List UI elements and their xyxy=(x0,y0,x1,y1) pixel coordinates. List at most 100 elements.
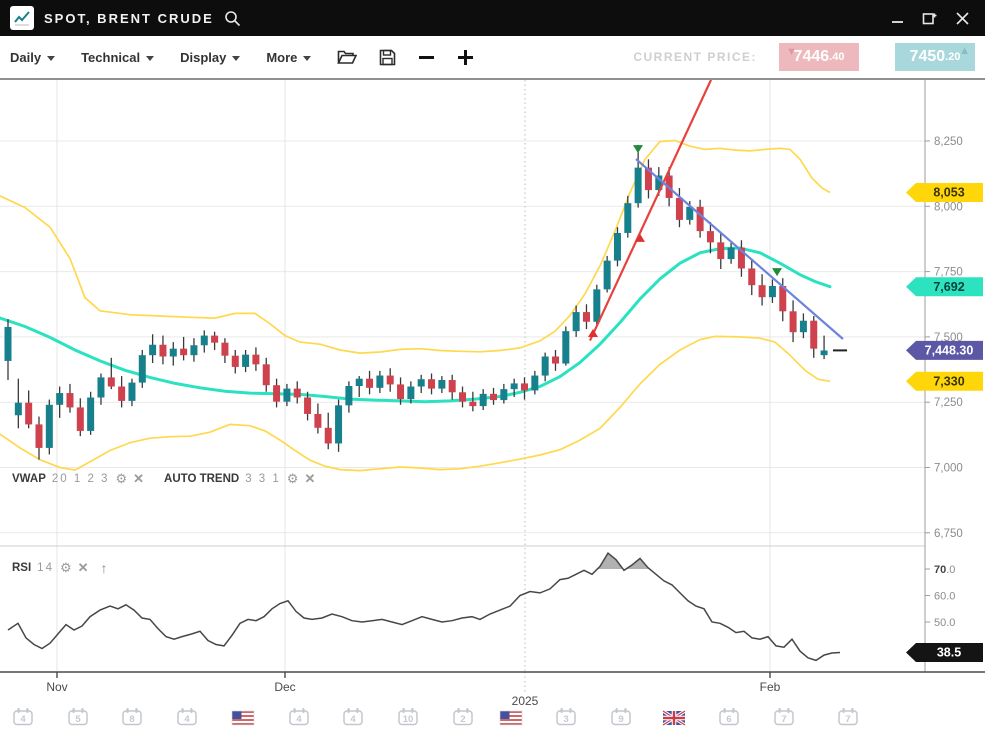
calendar-event-icon[interactable]: 9 xyxy=(611,708,631,726)
buy-price-dec: .20 xyxy=(945,51,961,63)
candle-body-down xyxy=(737,247,745,269)
rsi-overbought-fill xyxy=(626,558,650,569)
zoom-in-icon[interactable] xyxy=(457,49,474,66)
price-badge: 7,330 xyxy=(906,371,983,391)
move-pane-up-icon[interactable]: ↑ xyxy=(100,560,108,576)
candle xyxy=(397,377,405,405)
calendar-event-icon[interactable]: 4 xyxy=(289,708,309,726)
calendar-event-icon[interactable]: 8 xyxy=(122,708,142,726)
flag-border xyxy=(499,710,523,726)
candle-body-down xyxy=(810,320,818,349)
close-button[interactable] xyxy=(949,6,975,30)
gear-icon[interactable]: ⚙ xyxy=(59,560,72,575)
sell-price-chip[interactable]: ▼ 7446.40 xyxy=(779,43,859,71)
calendar-day-number: 5 xyxy=(75,714,81,725)
buy-price-chip[interactable]: 7450.20 ▲ xyxy=(895,43,975,71)
vwap-indicator-params: 20 1 2 3 xyxy=(51,473,110,485)
auto-trend-down-line[interactable] xyxy=(635,158,844,340)
calendar-event-icon[interactable]: 7 xyxy=(774,708,794,726)
calendar-outline xyxy=(398,710,418,726)
candle xyxy=(304,391,312,421)
flag-stripe xyxy=(500,723,522,725)
rsi-indicator-params: 14 xyxy=(37,562,54,574)
flag-stripe xyxy=(232,713,254,715)
calendar-ring xyxy=(569,708,572,713)
gear-icon[interactable]: ⚙ xyxy=(286,471,299,486)
candle xyxy=(149,334,157,364)
us-flag-icon[interactable] xyxy=(499,710,523,726)
open-file-icon[interactable] xyxy=(337,49,358,65)
calendar-outline xyxy=(289,710,309,726)
candle xyxy=(87,391,95,435)
calendar-event-icon[interactable]: 7 xyxy=(838,708,858,726)
candle-body-up xyxy=(190,345,198,356)
candle xyxy=(252,347,260,371)
calendar-event-icon[interactable]: 5 xyxy=(68,708,88,726)
auto-trend-up-line[interactable] xyxy=(589,80,712,342)
price-badge: 7,448.30 xyxy=(906,340,983,360)
price-chart-canvas[interactable]: 8,250 8,000 7,750 7,500 7,250 7,000 6,750 70.0 6… xyxy=(0,80,985,732)
candle-body-up xyxy=(242,354,250,367)
candle xyxy=(231,349,239,374)
calendar-event-icon[interactable]: 3 xyxy=(556,708,576,726)
uk-flag-icon[interactable] xyxy=(662,709,686,727)
candle xyxy=(262,357,270,392)
menu-daily[interactable]: Daily xyxy=(10,50,56,65)
price-badge-text: 7,448.30 xyxy=(925,344,974,358)
candle xyxy=(180,336,188,361)
save-icon[interactable] xyxy=(379,49,396,66)
close-icon[interactable]: ✕ xyxy=(304,471,316,486)
candle xyxy=(717,233,725,269)
candle-body-up xyxy=(820,350,828,356)
candle-body-down xyxy=(76,407,84,431)
candle xyxy=(56,386,64,418)
minimize-button[interactable] xyxy=(885,6,911,30)
calendar-event-icon[interactable]: 6 xyxy=(719,708,739,726)
title-bar: SPOT, BRENT CRUDE xyxy=(0,0,985,36)
candle xyxy=(14,378,22,429)
popout-window-button[interactable] xyxy=(917,6,943,30)
candle xyxy=(469,391,477,412)
candle xyxy=(386,368,394,392)
calendar-event-icon[interactable]: 4 xyxy=(177,708,197,726)
calendar-ring xyxy=(723,708,726,713)
auto-trend-indicator-name: AUTO TREND xyxy=(164,473,240,485)
calendar-day-number: 8 xyxy=(129,714,134,725)
candle-body-down xyxy=(304,397,312,414)
calendar-event-icon[interactable]: 4 xyxy=(13,708,33,726)
candle xyxy=(4,319,12,380)
candle xyxy=(159,335,167,365)
candle-body-up xyxy=(97,377,105,398)
price-badge-shape xyxy=(906,277,983,297)
close-icon[interactable]: ✕ xyxy=(77,560,89,575)
candle xyxy=(675,188,683,228)
calendar-day-number: 4 xyxy=(184,714,190,725)
rsi-tick-label: 50.0 xyxy=(934,617,955,629)
flag-stripe xyxy=(232,723,254,725)
menu-display[interactable]: Display xyxy=(180,50,241,65)
app-logo-icon xyxy=(10,6,34,30)
bollinger-upper-band xyxy=(0,139,831,354)
rsi-line xyxy=(7,551,841,662)
calendar-event-icon[interactable]: 10 xyxy=(398,708,418,726)
menu-more[interactable]: More xyxy=(266,50,312,65)
search-icon[interactable] xyxy=(224,10,241,27)
candle-body-down xyxy=(644,167,652,191)
candle xyxy=(531,370,539,395)
candle-body-up xyxy=(727,247,735,260)
calendar-event-icon[interactable]: 4 xyxy=(343,708,363,726)
candle xyxy=(582,304,590,330)
menu-technical[interactable]: Technical xyxy=(81,50,155,65)
close-icon[interactable]: ✕ xyxy=(133,471,145,486)
calendar-ring xyxy=(356,708,359,713)
price-tick-label: 7,500 xyxy=(934,332,963,344)
calendar-event-icon[interactable]: 2 xyxy=(453,708,473,726)
zoom-out-icon[interactable] xyxy=(418,49,435,66)
flag-stripe xyxy=(232,711,254,713)
us-flag-icon[interactable] xyxy=(231,710,255,726)
candle xyxy=(200,330,208,353)
candle xyxy=(355,376,363,397)
candle-body-down xyxy=(448,379,456,393)
gear-icon[interactable]: ⚙ xyxy=(115,471,128,486)
candle xyxy=(799,313,807,339)
